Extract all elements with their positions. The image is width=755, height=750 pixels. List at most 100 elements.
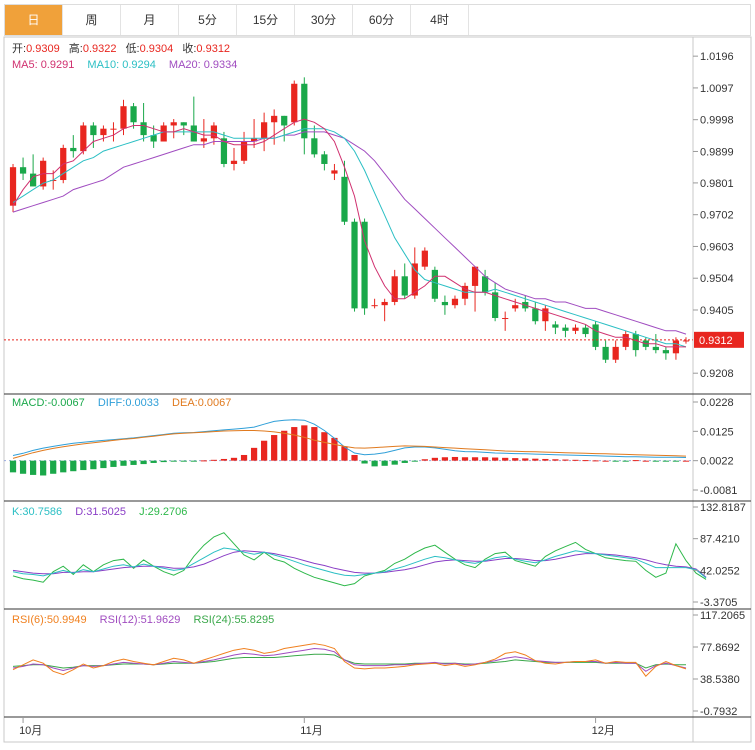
macd-histogram-bar xyxy=(180,460,187,462)
candle-body xyxy=(230,160,238,164)
candle-body xyxy=(170,122,177,126)
candle-body xyxy=(371,305,378,307)
macd-histogram-bar xyxy=(190,460,197,462)
macd-histogram-bar xyxy=(381,460,388,466)
kdj-legend: K:30.7586 D:31.5025 J:29.2706 xyxy=(12,506,187,518)
kdj-tick-label: 132.8187 xyxy=(700,502,746,514)
macd-histogram-bar xyxy=(90,460,97,470)
macd-histogram-bar xyxy=(140,460,147,465)
candle-body xyxy=(572,327,579,331)
candle-body xyxy=(110,128,117,130)
macd-histogram-bar xyxy=(522,458,529,461)
candle-body xyxy=(582,327,589,335)
macd-histogram-bar xyxy=(240,454,248,461)
macd-histogram-bar xyxy=(562,459,569,461)
macd-histogram-bar xyxy=(170,460,177,462)
date-axis: 10月 11月 12月 xyxy=(19,717,615,737)
macd-histogram-bar xyxy=(301,425,308,461)
candle-body xyxy=(341,176,348,222)
macd-tick-label: 0.0022 xyxy=(700,456,734,468)
candle-body xyxy=(662,350,670,354)
macd-histogram-bar xyxy=(431,457,438,461)
candle-body xyxy=(160,125,167,142)
macd-histogram-bar xyxy=(120,460,127,466)
macd-histogram-bar xyxy=(502,457,509,461)
macd-histogram-bar xyxy=(19,460,27,474)
price-tick-label: 1.0196 xyxy=(700,51,734,63)
price-tick-label: 0.9702 xyxy=(700,210,734,222)
macd-histogram-bar xyxy=(40,460,47,476)
kdj-tick-label: 87.4210 xyxy=(700,534,740,546)
last-price-badge xyxy=(694,331,744,348)
macd-histogram-bar xyxy=(652,460,659,462)
macd-tick-label: -0.0081 xyxy=(700,485,737,497)
macd-histogram-bar xyxy=(391,460,398,465)
candle-body xyxy=(331,170,338,174)
rsi24-line xyxy=(12,653,686,669)
candle-body xyxy=(652,346,659,351)
macd-histogram-bar xyxy=(110,460,117,467)
candle-body xyxy=(281,115,288,126)
tab-month[interactable]: 月 xyxy=(121,5,179,35)
candle-body xyxy=(9,167,17,206)
price-tick-label: 0.9998 xyxy=(700,115,734,127)
macd-histogram-bar xyxy=(230,457,238,461)
macd-histogram-bar xyxy=(281,430,288,461)
macd-histogram-bar xyxy=(361,460,368,464)
tab-60min[interactable]: 60分 xyxy=(353,5,411,35)
macd-histogram-bar xyxy=(582,460,589,462)
macd-histogram-bar xyxy=(100,460,107,469)
candle-body xyxy=(431,269,438,299)
candle-body xyxy=(80,125,87,152)
rsi12-line xyxy=(12,647,687,672)
tab-30min[interactable]: 30分 xyxy=(295,5,353,35)
price-tick-label: 0.9504 xyxy=(700,273,734,285)
candle-body xyxy=(502,318,509,320)
macd-histogram-bar xyxy=(9,460,17,473)
candle-body xyxy=(90,125,97,136)
candle-body xyxy=(512,305,519,309)
macd-histogram-bar xyxy=(632,460,639,462)
candle-body xyxy=(120,106,127,129)
rsi6-line xyxy=(12,643,687,677)
macd-histogram-bar xyxy=(552,459,559,461)
macd-histogram-bar xyxy=(60,460,67,473)
tab-week[interactable]: 周 xyxy=(63,5,121,35)
candle-body xyxy=(381,301,388,306)
tab-day[interactable]: 日 xyxy=(5,5,63,35)
candle-body xyxy=(190,125,197,142)
macd-histogram-bar xyxy=(130,460,137,465)
macd-histogram-bar xyxy=(70,460,77,472)
macd-histogram-bar xyxy=(291,427,298,461)
panel-frames xyxy=(3,36,752,743)
candlestick-series xyxy=(9,77,690,363)
macd-histogram-bar xyxy=(461,457,469,461)
candle-body xyxy=(622,334,629,347)
candle-body xyxy=(150,135,157,142)
ohlc-legend: 开:0.9309 高:0.9322 低:0.9304 收:0.9312 xyxy=(12,41,230,55)
macd-histogram-bar xyxy=(50,460,57,474)
macd-histogram-bar xyxy=(261,440,268,461)
candle-body xyxy=(542,308,549,322)
candle-body xyxy=(492,292,499,319)
candle-body xyxy=(19,167,27,174)
diff-line xyxy=(12,419,687,458)
tab-4hour[interactable]: 4时 xyxy=(411,5,469,35)
tab-5min[interactable]: 5分 xyxy=(179,5,237,35)
macd-histogram-bar xyxy=(150,460,157,463)
candle-body xyxy=(441,301,449,306)
macd-histogram-bar xyxy=(29,460,37,475)
candle-body xyxy=(592,324,599,347)
macd-histogram-bar xyxy=(612,460,619,462)
macd-histogram-bar xyxy=(662,460,670,462)
candle-body xyxy=(261,122,268,139)
candle-body xyxy=(632,334,639,351)
rsi-tick-label: 117.2065 xyxy=(700,610,745,622)
macd-histogram-bar xyxy=(441,457,449,461)
macd-histogram-bar xyxy=(371,460,378,467)
macd-histogram-bar xyxy=(401,460,408,463)
candle-body xyxy=(100,128,107,136)
candle-body xyxy=(271,115,278,123)
tab-15min[interactable]: 15分 xyxy=(237,5,295,35)
price-tick-label: 0.9899 xyxy=(700,146,734,158)
